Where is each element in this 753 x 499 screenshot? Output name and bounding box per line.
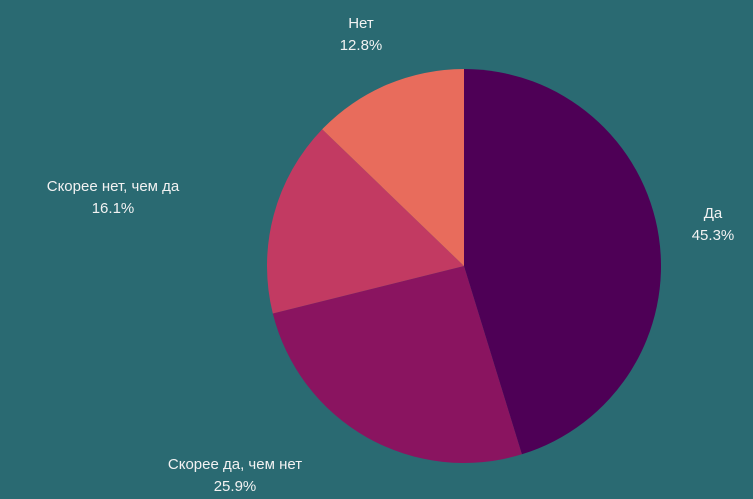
pie-slice-3 bbox=[267, 129, 464, 314]
slice-category-label: Нет bbox=[348, 15, 374, 32]
slice-value-label: 12.8% bbox=[340, 37, 383, 54]
pie-slice-2 bbox=[272, 266, 522, 464]
slice-label-4: Нет 12.8% bbox=[340, 15, 383, 54]
slice-label-3: Скорее нет, чем да 16.1% bbox=[47, 178, 180, 217]
slice-label-2: Скорее да, чем нет 25.9% bbox=[168, 456, 302, 495]
slice-value-label: 16.1% bbox=[92, 200, 135, 217]
slice-value-label: 25.9% bbox=[214, 478, 257, 495]
slice-category-label: Скорее да, чем нет bbox=[168, 456, 302, 473]
pie-slice-4 bbox=[322, 69, 464, 266]
slice-label-1: Да 45.3% bbox=[692, 205, 735, 244]
slice-category-label: Да bbox=[704, 205, 723, 222]
pie-slices bbox=[267, 69, 662, 464]
slice-value-label: 45.3% bbox=[692, 227, 735, 244]
slice-category-label: Скорее нет, чем да bbox=[47, 178, 180, 195]
pie-slice-1 bbox=[464, 69, 662, 455]
pie-labels: Да 45.3% Скорее да, чем нет 25.9% Скорее нет… bbox=[47, 15, 735, 495]
